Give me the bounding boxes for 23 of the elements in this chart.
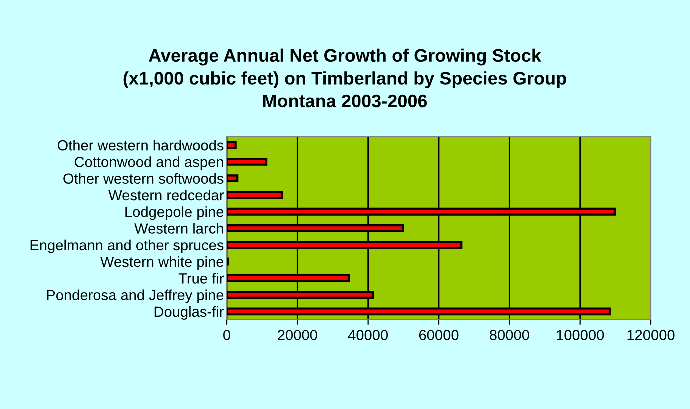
y-tick-label: True fir bbox=[178, 273, 224, 284]
y-tick-label: Western larch bbox=[134, 223, 224, 234]
x-tick-label: 120000 bbox=[628, 330, 675, 340]
y-tick-label: Western redcedar bbox=[108, 190, 224, 201]
y-tick-label: Western white pine bbox=[100, 256, 224, 270]
x-tick-label: 100000 bbox=[557, 330, 604, 340]
bar bbox=[227, 191, 284, 200]
x-tick-label: 40000 bbox=[348, 330, 388, 340]
bar bbox=[227, 158, 268, 166]
x-tick-label: 0 bbox=[224, 330, 230, 340]
x-tick-label: 20000 bbox=[278, 330, 318, 340]
x-tick-label: 80000 bbox=[490, 330, 530, 340]
y-tick-label: Other western hardwoods bbox=[58, 140, 224, 151]
chart-title: Average Annual Net Growth of Growing Stock (x1,000 cubic feet) on Timberland by Species Group Montana 2003-2006 bbox=[124, 48, 566, 108]
bar bbox=[227, 174, 239, 183]
y-tick-label: Ponderosa and Jeffrey pine bbox=[47, 290, 224, 304]
y-tick-label: Other western softwoods bbox=[64, 173, 224, 184]
x-tick-label: 60000 bbox=[419, 330, 459, 340]
bar bbox=[227, 141, 237, 150]
y-tick-label: Lodgepole pine bbox=[126, 206, 224, 220]
y-tick-label: Douglas-fir bbox=[154, 306, 224, 320]
y-tick-label: Cottonwood and aspen bbox=[74, 156, 224, 170]
y-tick-label: Engelmann and other spruces bbox=[30, 240, 224, 254]
